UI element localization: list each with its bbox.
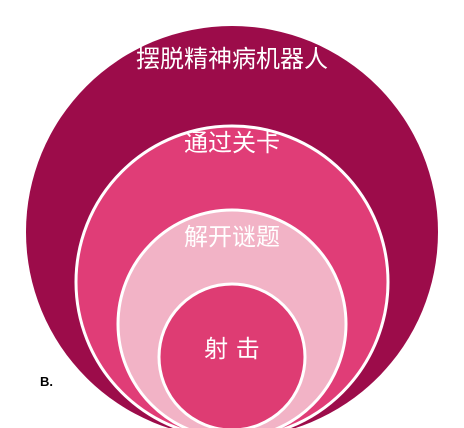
outer-ring-label: 摆脱精神病机器人: [136, 45, 328, 73]
inner-ring-label: 射 击: [204, 335, 260, 363]
panel-label: B.: [40, 374, 53, 389]
third-ring-label: 解开谜题: [184, 223, 280, 251]
inner-circle: [157, 282, 307, 428]
second-ring-label: 通过关卡: [184, 129, 280, 157]
